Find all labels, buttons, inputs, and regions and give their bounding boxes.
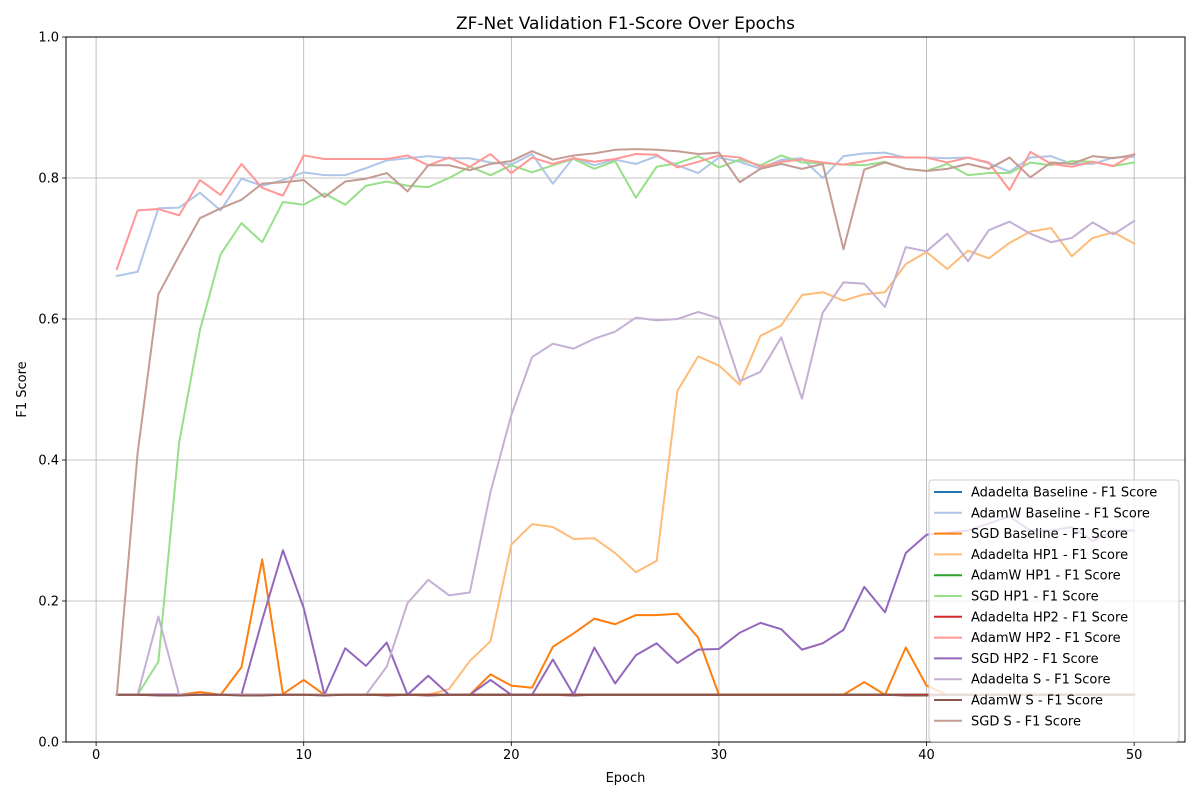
- series-line-2: [115, 151, 1136, 278]
- axis-ticks: 0 10 20 30 40 50 0.0 0.2 0.4 0.6 0.8 1.0: [38, 31, 1142, 764]
- legend-label: AdamW Baseline - F1 Score: [971, 506, 1150, 521]
- legend-label: AdamW S - F1 Score: [971, 694, 1103, 709]
- legend-label: SGD Baseline - F1 Score: [971, 527, 1128, 542]
- series-line-8: [115, 150, 1136, 271]
- legend-label: AdamW HP1 - F1 Score: [971, 569, 1121, 584]
- legend-label: SGD S - F1 Score: [971, 714, 1081, 729]
- x-tick-label: 0: [92, 748, 100, 763]
- x-tick-label: 10: [295, 748, 312, 763]
- y-tick-label: 0.2: [38, 595, 59, 610]
- y-tick-label: 0.8: [38, 172, 59, 187]
- y-tick-label: 0.0: [38, 736, 59, 751]
- series-line-12: [115, 148, 1136, 696]
- legend-label: AdamW HP2 - F1 Score: [971, 631, 1121, 646]
- x-tick-label: 40: [918, 748, 935, 763]
- legend-label: Adadelta HP2 - F1 Score: [971, 610, 1128, 625]
- y-tick-label: 0.4: [38, 454, 59, 469]
- legend-box: [928, 479, 1180, 743]
- legend-label: SGD HP1 - F1 Score: [971, 590, 1099, 605]
- legend-label: Adadelta Baseline - F1 Score: [971, 486, 1157, 501]
- x-tick-label: 20: [503, 748, 520, 763]
- plot-frame: [65, 36, 1186, 743]
- legend: Adadelta Baseline - F1 Score AdamW Baseli…: [928, 479, 1180, 743]
- y-axis-label: F1 Score: [15, 361, 30, 417]
- y-tick-label: 1.0: [38, 31, 59, 46]
- x-tick-label: 50: [1126, 748, 1143, 763]
- legend-label: Adadelta S - F1 Score: [971, 673, 1110, 688]
- chart-title: ZF-Net Validation F1-Score Over Epochs: [456, 14, 795, 34]
- legend-label: SGD HP2 - F1 Score: [971, 652, 1099, 667]
- y-tick-label: 0.6: [38, 313, 59, 328]
- series-line-6: [115, 154, 1136, 696]
- legend-label: Adadelta HP1 - F1 Score: [971, 548, 1128, 563]
- x-tick-label: 30: [711, 748, 728, 763]
- x-axis-label: Epoch: [606, 771, 646, 786]
